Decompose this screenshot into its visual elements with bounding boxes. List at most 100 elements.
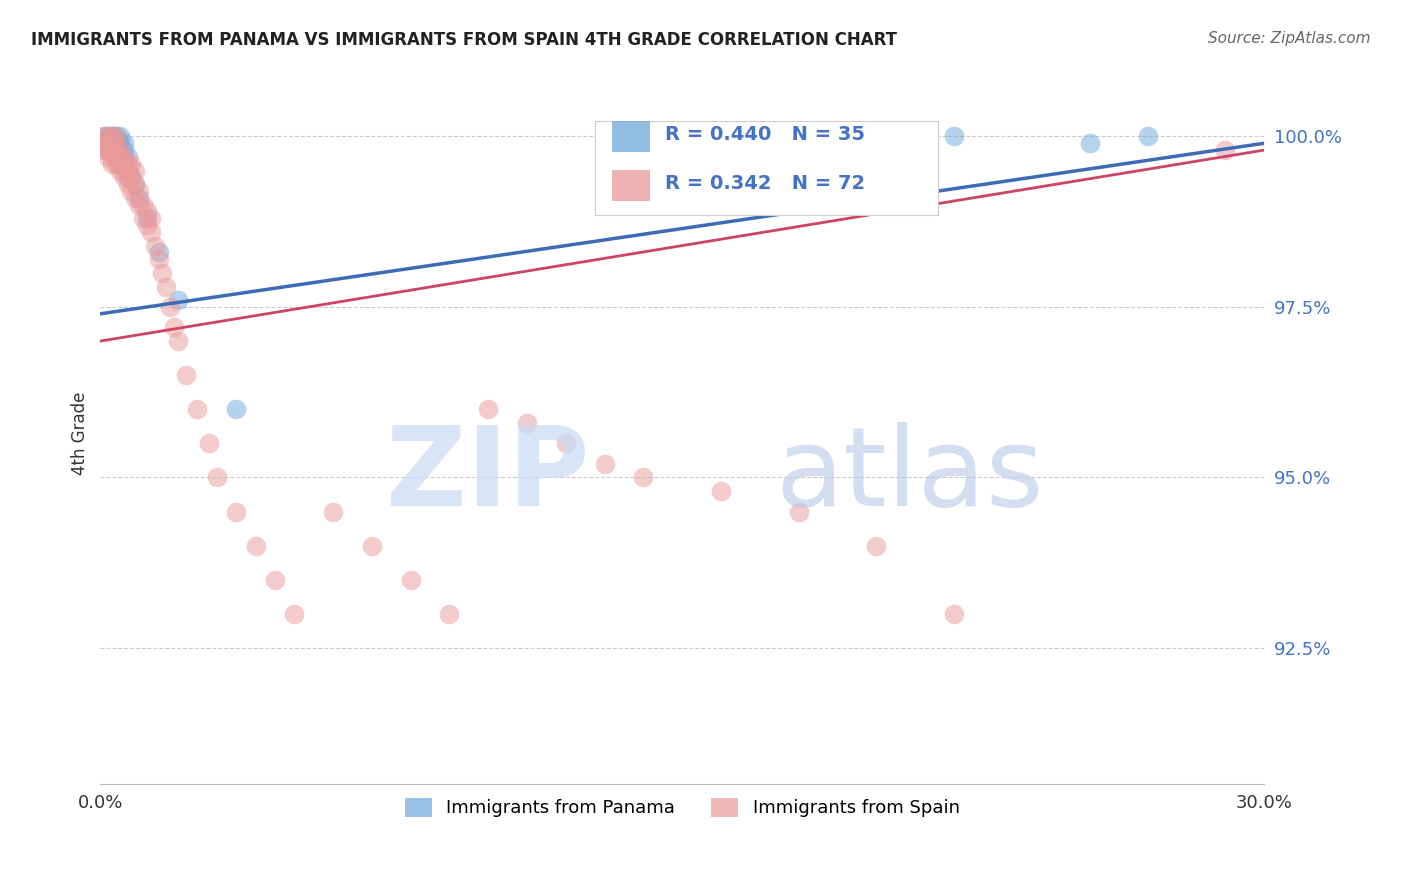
Point xyxy=(97,136,120,151)
Point xyxy=(1136,129,1159,144)
Y-axis label: 4th Grade: 4th Grade xyxy=(72,392,89,475)
Point xyxy=(167,293,190,308)
Point xyxy=(128,184,150,198)
Point xyxy=(104,129,127,144)
Point xyxy=(108,143,131,157)
FancyBboxPatch shape xyxy=(595,120,938,215)
Point xyxy=(787,505,810,519)
Point xyxy=(108,129,131,144)
Point xyxy=(104,143,127,157)
Point xyxy=(112,150,135,164)
Point xyxy=(97,143,120,157)
Point xyxy=(516,416,538,430)
Legend: Immigrants from Panama, Immigrants from Spain: Immigrants from Panama, Immigrants from … xyxy=(398,791,967,824)
Point xyxy=(124,178,146,192)
Point xyxy=(93,136,115,151)
Point xyxy=(283,607,305,621)
Point xyxy=(399,573,422,587)
Point xyxy=(163,320,186,334)
Point xyxy=(112,157,135,171)
Point xyxy=(120,157,142,171)
Point xyxy=(117,163,139,178)
Point xyxy=(108,150,131,164)
Point xyxy=(633,143,655,157)
Point xyxy=(1213,143,1236,157)
Point xyxy=(128,197,150,211)
Point xyxy=(101,157,124,171)
Point xyxy=(128,191,150,205)
Point xyxy=(155,279,177,293)
Point xyxy=(104,143,127,157)
Point xyxy=(135,204,157,219)
Point xyxy=(143,238,166,252)
Point xyxy=(101,136,124,151)
Point xyxy=(322,505,344,519)
Point xyxy=(101,143,124,157)
Point xyxy=(93,129,115,144)
Point xyxy=(104,150,127,164)
Point xyxy=(124,178,146,192)
Point xyxy=(108,150,131,164)
Point xyxy=(101,129,124,144)
Point xyxy=(93,136,115,151)
Point xyxy=(554,436,576,450)
Point xyxy=(93,143,115,157)
Point xyxy=(93,129,115,144)
Point xyxy=(865,539,887,553)
Point xyxy=(97,136,120,151)
Bar xyxy=(613,120,650,153)
Point xyxy=(97,129,120,144)
Point xyxy=(768,136,790,151)
Point xyxy=(112,136,135,151)
Point xyxy=(117,170,139,185)
Point xyxy=(245,539,267,553)
Point xyxy=(477,402,499,417)
Text: R = 0.440   N = 35: R = 0.440 N = 35 xyxy=(665,125,865,145)
Point xyxy=(124,163,146,178)
Point xyxy=(108,143,131,157)
Point xyxy=(112,150,135,164)
Point xyxy=(120,184,142,198)
Point xyxy=(264,573,287,587)
Point xyxy=(225,505,247,519)
Point xyxy=(101,129,124,144)
Point xyxy=(148,245,170,260)
Text: ZIP: ZIP xyxy=(385,422,589,529)
Point xyxy=(205,470,228,484)
Point xyxy=(101,129,124,144)
Text: atlas: atlas xyxy=(775,422,1043,529)
Point xyxy=(139,211,162,226)
Point xyxy=(152,266,174,280)
Point xyxy=(104,157,127,171)
Point xyxy=(865,136,887,151)
Point xyxy=(120,170,142,185)
Point xyxy=(1078,136,1101,151)
Bar xyxy=(613,169,650,202)
Point xyxy=(101,143,124,157)
Point xyxy=(117,163,139,178)
Point xyxy=(225,402,247,417)
Point xyxy=(167,334,190,348)
Point xyxy=(104,150,127,164)
Point xyxy=(104,129,127,144)
Point xyxy=(120,170,142,185)
Point xyxy=(942,607,965,621)
Point xyxy=(159,300,181,314)
Point xyxy=(117,178,139,192)
Point xyxy=(439,607,461,621)
Point xyxy=(132,197,155,211)
Point xyxy=(198,436,221,450)
Point xyxy=(124,191,146,205)
Point xyxy=(97,129,120,144)
Point xyxy=(360,539,382,553)
Point xyxy=(710,484,733,499)
Point xyxy=(97,150,120,164)
Point xyxy=(186,402,208,417)
Point xyxy=(112,163,135,178)
Point xyxy=(174,368,197,383)
Point xyxy=(108,163,131,178)
Text: R = 0.342   N = 72: R = 0.342 N = 72 xyxy=(665,174,865,194)
Point xyxy=(112,143,135,157)
Point xyxy=(633,470,655,484)
Point xyxy=(132,211,155,226)
